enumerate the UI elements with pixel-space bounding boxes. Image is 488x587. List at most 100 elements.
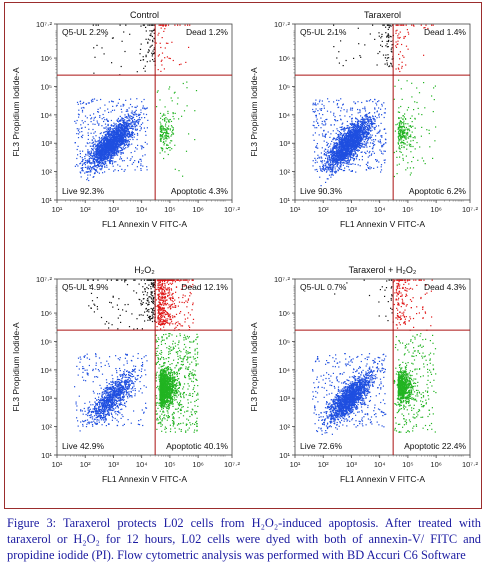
quadrant-label-ur: Dead 4.3% (424, 282, 466, 292)
x-tick-label: 10⁴ (136, 205, 148, 214)
x-tick-label: 10⁵ (164, 460, 175, 469)
figure-caption: Figure 3: Taraxerol protects L02 cells f… (7, 516, 481, 562)
x-tick-label: 10⁷·² (224, 460, 241, 469)
y-tick-label: 10⁶ (41, 54, 52, 63)
x-tick-label: 10¹ (52, 460, 63, 469)
quadrant-label-ll: Live 90.3% (300, 186, 342, 196)
y-tick-label: 10⁴ (40, 366, 52, 375)
quadrant-label-ul: Q5-UL 0.7% (300, 282, 347, 292)
quadrant-label-ll: Live 72.6% (300, 441, 342, 451)
x-tick-label: 10⁵ (402, 460, 413, 469)
y-tick-label: 10⁵ (279, 82, 290, 91)
x-tick-label: 10⁷·² (224, 205, 241, 214)
quadrant-label-lr: Apoptotic 40.1% (166, 441, 228, 451)
y-tick-label: 10¹ (41, 196, 52, 205)
event-dots (74, 24, 198, 182)
y-tick-label: 10² (41, 423, 52, 432)
plot-title: H₂O₂ (134, 265, 155, 275)
x-tick-label: 10² (318, 460, 329, 469)
x-tick-label: 10¹ (290, 205, 301, 214)
y-tick-label: 10³ (279, 139, 290, 148)
y-axis-label: FL3 Propidium Iodide-A (249, 67, 259, 157)
y-tick-label: 10² (279, 423, 290, 432)
plot-area (294, 23, 471, 201)
quadrant-label-ur: Dead 1.2% (186, 27, 228, 37)
x-tick-label: 10³ (108, 460, 119, 469)
x-tick-label: 10⁵ (164, 205, 175, 214)
panel-taraxerol: Taraxerol Q5-UL 2.1% Dead 1.4% Live 90.3% Ap… (245, 5, 481, 255)
x-tick-label: 10⁶ (430, 205, 441, 214)
panel-taraxerol-h2o2: Taraxerol + H₂O₂ Q5-UL 0.7% Dead 4.3% Live … (245, 260, 481, 510)
y-tick-label: 10⁵ (41, 82, 52, 91)
y-tick-label: 10⁴ (278, 366, 290, 375)
quadrant-label-lr: Apoptotic 6.2% (409, 186, 467, 196)
x-tick-label: 10³ (108, 205, 119, 214)
quadrant-label-ur: Dead 12.1% (181, 282, 228, 292)
x-tick-label: 10⁶ (192, 205, 203, 214)
y-tick-label: 10⁷·² (274, 20, 291, 29)
quadrant-label-lr: Apoptotic 4.3% (171, 186, 229, 196)
y-tick-label: 10² (279, 168, 290, 177)
plot-title: Control (130, 10, 159, 20)
quadrant-label-ul: Q5-UL 2.1% (300, 27, 347, 37)
y-tick-label: 10⁷·² (36, 20, 53, 29)
x-tick-label: 10² (80, 460, 91, 469)
panel-h2o2: H₂O₂ Q5-UL 4.9% Dead 12.1% Live 42.9% Apopto… (7, 260, 243, 510)
x-tick-label: 10¹ (290, 460, 301, 469)
event-dots (312, 24, 437, 187)
x-tick-label: 10⁶ (192, 460, 203, 469)
quadrant-label-ul: Q5-UL 4.9% (62, 282, 109, 292)
y-axis-label: FL3 Propidium Iodide-A (11, 67, 21, 157)
x-tick-label: 10² (80, 205, 91, 214)
x-tick-label: 10³ (346, 460, 357, 469)
figure-frame: Control Q5-UL 2.2% Dead 1.2% Live 92.3% Apop… (4, 2, 482, 509)
x-tick-label: 10⁵ (402, 205, 413, 214)
y-tick-label: 10¹ (279, 196, 290, 205)
quadrant-label-ur: Dead 1.4% (424, 27, 466, 37)
x-tick-label: 10⁴ (374, 460, 386, 469)
y-tick-label: 10¹ (41, 451, 52, 460)
y-tick-label: 10⁷·² (36, 275, 53, 284)
x-axis-label: FL1 Annexin V FITC-A (102, 219, 187, 229)
x-tick-label: 10³ (346, 205, 357, 214)
y-tick-label: 10⁴ (278, 111, 290, 120)
y-tick-label: 10¹ (279, 451, 290, 460)
y-tick-label: 10⁵ (41, 337, 52, 346)
quadrant-label-ll: Live 92.3% (62, 186, 104, 196)
plot-title: Taraxerol (364, 10, 401, 20)
y-tick-label: 10⁴ (40, 111, 52, 120)
y-axis-label: FL3 Propidium Iodide-A (249, 322, 259, 412)
quadrant-label-ll: Live 42.9% (62, 441, 104, 451)
y-tick-label: 10⁷·² (274, 275, 291, 284)
y-tick-label: 10⁶ (41, 309, 52, 318)
y-tick-label: 10⁶ (279, 54, 290, 63)
plot-title: Taraxerol + H₂O₂ (349, 265, 417, 275)
x-axis-label: FL1 Annexin V FITC-A (340, 474, 425, 484)
x-tick-label: 10² (318, 205, 329, 214)
flow-plot-h2o2: H₂O₂ Q5-UL 4.9% Dead 12.1% Live 42.9% Apopto… (11, 265, 241, 484)
x-tick-label: 10⁶ (430, 460, 441, 469)
event-dots (74, 279, 199, 433)
quadrant-label-lr: Apoptotic 22.4% (404, 441, 466, 451)
y-axis-label: FL3 Propidium Iodide-A (11, 322, 21, 412)
y-tick-label: 10³ (279, 394, 290, 403)
flow-plot-taraxerol: Taraxerol Q5-UL 2.1% Dead 1.4% Live 90.3% Ap… (249, 10, 479, 229)
x-axis-label: FL1 Annexin V FITC-A (340, 219, 425, 229)
y-tick-label: 10³ (41, 394, 52, 403)
plot-area (56, 23, 233, 201)
flow-plot-control: Control Q5-UL 2.2% Dead 1.2% Live 92.3% Apop… (11, 10, 241, 229)
plot-area (56, 278, 233, 456)
y-tick-label: 10³ (41, 139, 52, 148)
y-tick-label: 10² (41, 168, 52, 177)
x-tick-label: 10⁷·² (462, 460, 479, 469)
x-tick-label: 10⁴ (374, 205, 386, 214)
panel-control: Control Q5-UL 2.2% Dead 1.2% Live 92.3% Apop… (7, 5, 243, 255)
y-tick-label: 10⁵ (279, 337, 290, 346)
event-dots (312, 279, 437, 435)
quadrant-label-ul: Q5-UL 2.2% (62, 27, 109, 37)
x-tick-label: 10⁴ (136, 460, 148, 469)
y-tick-label: 10⁶ (279, 309, 290, 318)
x-tick-label: 10⁷·² (462, 205, 479, 214)
x-axis-label: FL1 Annexin V FITC-A (102, 474, 187, 484)
